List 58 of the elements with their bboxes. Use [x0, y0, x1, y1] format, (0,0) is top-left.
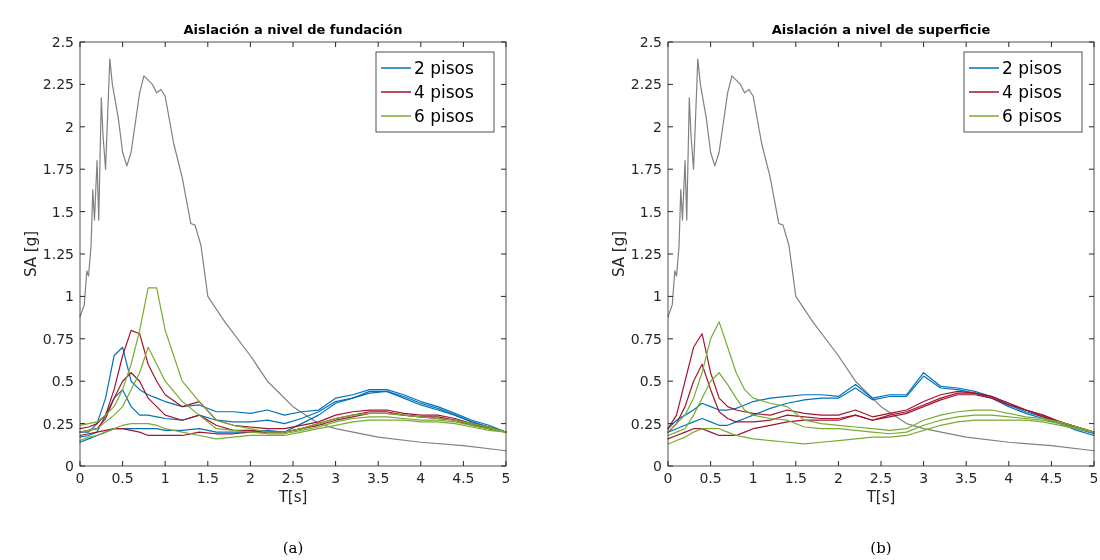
- legend-label: 6 pisos: [414, 106, 474, 126]
- y-tick-label: 0.75: [42, 330, 74, 347]
- x-tick-label: 1: [160, 470, 170, 486]
- x-tick-label: 2.5: [869, 470, 893, 486]
- x-tick-label: 0: [75, 470, 85, 486]
- x-tick-label: 1.5: [196, 470, 219, 486]
- x-tick-label: 4.5: [1040, 470, 1063, 486]
- y-tick-label: 2.25: [630, 76, 662, 93]
- x-tick-label: 2: [245, 470, 255, 486]
- y-tick-label: 2.5: [639, 34, 662, 50]
- x-tick-label: 4: [1004, 470, 1014, 486]
- x-tick-label: 4: [416, 470, 426, 486]
- y-tick-label: 1.75: [42, 161, 74, 178]
- x-tick-label: 3: [919, 470, 929, 486]
- legend-label: 2 pisos: [414, 58, 474, 78]
- y-tick-label: 2.5: [51, 34, 74, 50]
- y-tick-label: 0.5: [51, 373, 74, 390]
- y-tick-label: 1.25: [630, 246, 662, 262]
- chart-title: Aislación a nivel de fundación: [183, 22, 403, 37]
- x-tick-label: 0: [663, 470, 673, 486]
- x-tick-label: 5: [501, 470, 511, 486]
- x-tick-label: 3: [331, 470, 341, 486]
- x-tick-label: 0.5: [111, 470, 134, 486]
- y-tick-label: 1.5: [639, 203, 662, 220]
- x-tick-label: 3.5: [367, 470, 390, 486]
- y-tick-label: 0.5: [639, 373, 662, 390]
- y-tick-label: 1: [65, 288, 74, 305]
- x-tick-label: 2: [833, 470, 843, 486]
- y-tick-label: 0.25: [630, 415, 662, 432]
- y-tick-label: 2: [653, 118, 662, 135]
- y-tick-label: 0: [653, 458, 662, 474]
- y-tick-label: 0.25: [42, 415, 74, 432]
- y-tick-label: 2: [65, 118, 74, 135]
- y-tick-label: 1.75: [630, 161, 662, 178]
- legend-label: 4 pisos: [1002, 82, 1062, 102]
- legend-label: 2 pisos: [1002, 58, 1062, 78]
- x-tick-label: 4.5: [452, 470, 475, 486]
- y-axis-title: SA [g]: [610, 230, 628, 278]
- text: (b): [870, 539, 892, 557]
- x-axis-title: T[s]: [865, 488, 896, 506]
- y-tick-label: 2.25: [42, 76, 74, 93]
- y-axis-title: SA [g]: [22, 230, 40, 278]
- x-tick-label: 0.5: [699, 470, 722, 486]
- x-tick-label: 5: [1089, 470, 1099, 486]
- y-tick-label: 1.25: [42, 246, 74, 262]
- y-tick-label: 0.75: [630, 330, 662, 347]
- x-tick-label: 2.5: [281, 470, 305, 486]
- legend-label: 6 pisos: [1002, 106, 1062, 126]
- text: (a): [282, 539, 304, 557]
- legend-label: 4 pisos: [414, 82, 474, 102]
- x-axis-title: T[s]: [277, 488, 308, 506]
- y-tick-label: 0: [65, 458, 74, 474]
- chart-title: Aislación a nivel de superficie: [771, 22, 991, 37]
- y-tick-label: 1.5: [51, 203, 74, 220]
- x-tick-label: 3.5: [955, 470, 978, 486]
- y-tick-label: 1: [653, 288, 662, 305]
- x-tick-label: 1.5: [784, 470, 807, 486]
- x-tick-label: 1: [748, 470, 758, 486]
